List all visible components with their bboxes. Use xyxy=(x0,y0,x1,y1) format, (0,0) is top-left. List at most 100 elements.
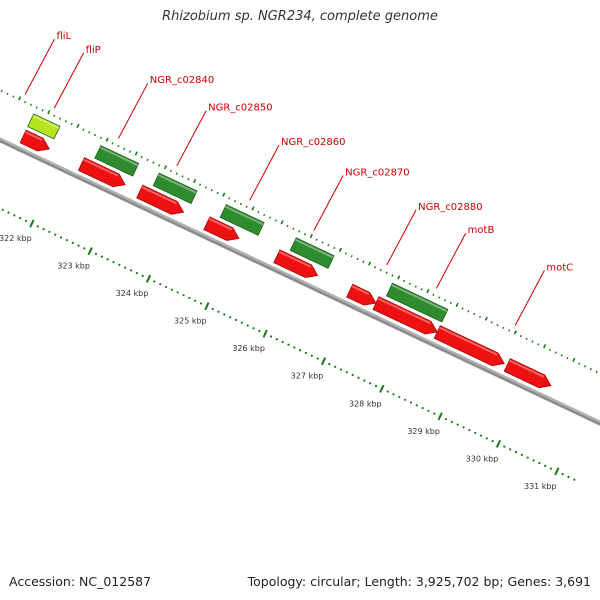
scale-dot xyxy=(281,340,284,344)
outer-ring-dot xyxy=(403,279,406,283)
outer-ring-dot xyxy=(478,315,482,319)
scale-dot xyxy=(345,371,348,374)
gene-layer[interactable] xyxy=(19,113,552,389)
scale-dot xyxy=(462,426,465,429)
outer-ring-dot xyxy=(455,302,459,308)
outer-ring-dot xyxy=(321,241,324,244)
scale-dot xyxy=(520,453,523,456)
kbp-label: 325 kbp xyxy=(174,317,207,326)
outer-ring-dot xyxy=(315,238,318,241)
outer-ring-dot xyxy=(438,296,441,299)
scale-dot xyxy=(7,211,10,214)
gene-motb[interactable] xyxy=(433,325,505,367)
gene-flil[interactable] xyxy=(19,129,50,152)
scale-dot xyxy=(118,263,121,266)
scale-dot xyxy=(223,313,226,316)
outer-ring-dot xyxy=(117,144,120,148)
scale-dot xyxy=(299,349,302,352)
outer-ring-dot xyxy=(467,310,470,313)
scale-dot xyxy=(374,384,378,388)
scale-dot xyxy=(503,445,506,448)
forward-gene[interactable] xyxy=(27,113,61,140)
gene-ngr_c02840[interactable] xyxy=(136,184,185,215)
gene-label: fliL xyxy=(56,31,71,42)
gene-ngr_c02870[interactable] xyxy=(346,283,377,306)
scale-dot xyxy=(19,216,22,220)
scale-dot xyxy=(94,252,98,255)
scale-dot xyxy=(351,373,354,377)
outer-ring-dot xyxy=(333,246,336,250)
kbp-label: 322 kbp xyxy=(0,234,32,243)
scale-dot xyxy=(106,258,109,261)
kbp-tick xyxy=(554,467,560,476)
gene-flip[interactable] xyxy=(77,157,126,188)
scale-dot xyxy=(217,310,220,313)
gene-shine xyxy=(351,285,370,296)
outer-ring-dot xyxy=(519,334,522,338)
outer-ring-dot xyxy=(543,344,547,349)
gene-shine xyxy=(208,217,233,231)
outer-ring-dot xyxy=(344,252,347,255)
gene-shine xyxy=(83,158,119,177)
outer-ring-dot xyxy=(373,266,377,269)
scale-dot xyxy=(13,214,16,217)
gene-label: motC xyxy=(546,262,573,273)
outer-ring-dot xyxy=(140,155,143,159)
forward-gene[interactable] xyxy=(289,237,335,269)
scale-dot xyxy=(316,357,319,360)
scale-dot xyxy=(188,296,191,300)
map-title: Rhizobium sp. NGR234, complete genome xyxy=(162,9,438,24)
gene-shine xyxy=(377,297,431,325)
outer-ring-dot xyxy=(508,329,511,332)
gene-shine xyxy=(438,326,498,356)
scale-dot xyxy=(287,343,290,346)
outer-ring-dot xyxy=(484,316,488,321)
outer-ring-dot xyxy=(105,137,109,142)
scale-dot xyxy=(176,291,179,294)
scale-dot xyxy=(164,285,168,289)
scale-dot xyxy=(159,283,162,286)
scale-dot xyxy=(386,390,389,393)
kbp-label: 324 kbp xyxy=(116,289,149,298)
gene-shine xyxy=(391,284,448,313)
kbp-label: 330 kbp xyxy=(466,454,499,463)
gene-ngr_c02880[interactable] xyxy=(372,296,438,335)
forward-gene[interactable] xyxy=(94,145,140,177)
scale-dot xyxy=(59,236,63,239)
scale-dot xyxy=(129,269,133,272)
kbp-tick xyxy=(87,247,93,256)
gene-ngr_c02850[interactable] xyxy=(203,216,240,241)
outer-ring-dot xyxy=(286,224,289,228)
outer-ring-dot xyxy=(327,244,330,247)
forward-gene[interactable] xyxy=(385,282,449,323)
scale-dot xyxy=(234,318,238,322)
backbone-layer xyxy=(0,137,600,426)
kbp-tick xyxy=(262,329,268,338)
scale-dot xyxy=(369,382,372,385)
outer-ring-dot xyxy=(578,362,581,365)
scale-dot xyxy=(100,255,103,258)
accession-text: Accession: NC_012587 xyxy=(9,574,152,589)
outer-ring-dot xyxy=(560,354,563,357)
outer-ring-dot xyxy=(350,255,353,258)
gene-shine xyxy=(32,114,60,129)
outer-ring-dot xyxy=(245,205,248,208)
backbone-shadow xyxy=(0,139,600,426)
forward-gene[interactable] xyxy=(152,172,198,205)
kbp-tick xyxy=(437,412,443,421)
scale-dot xyxy=(246,324,249,327)
outer-ring-dot xyxy=(111,142,114,145)
gene-shine xyxy=(508,359,545,378)
gene-motc[interactable] xyxy=(503,358,552,389)
outer-ring-dot xyxy=(268,216,272,219)
scale-dot xyxy=(182,294,185,297)
outer-ring-dot xyxy=(513,330,518,335)
scale-dot xyxy=(544,464,547,467)
outer-ring-dot xyxy=(210,188,213,192)
outer-ring-dot xyxy=(134,151,138,156)
forward-gene[interactable] xyxy=(219,204,265,236)
outer-ring-dot xyxy=(502,326,505,330)
gene-ngr_c02860[interactable] xyxy=(273,249,319,279)
outer-ring-dot xyxy=(473,312,476,316)
